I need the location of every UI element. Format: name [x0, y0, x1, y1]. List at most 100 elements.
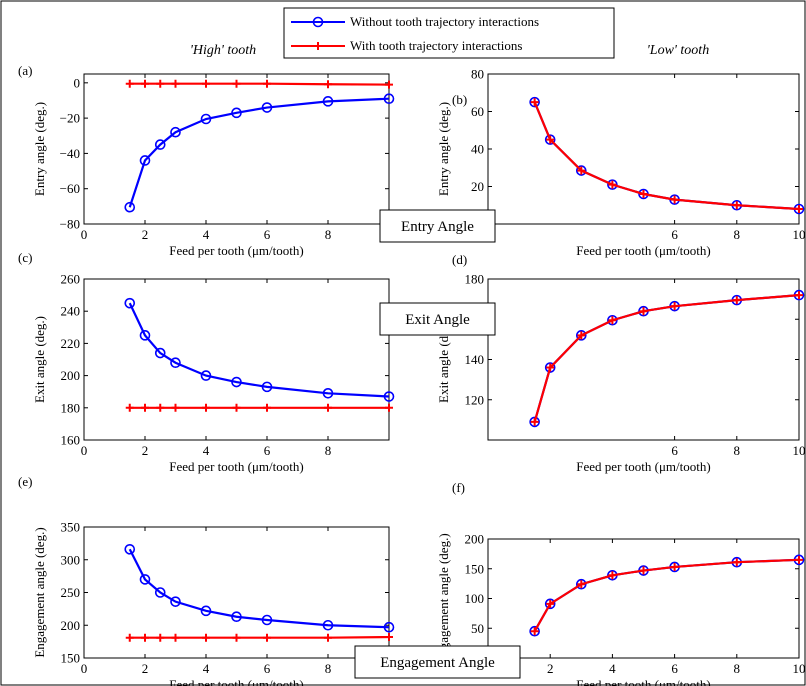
y-tick-label: 250 [61, 585, 81, 600]
x-tick-label: 6 [264, 227, 271, 242]
series-line-with [129, 635, 390, 639]
x-tick-label: 8 [734, 227, 741, 242]
point-with [141, 403, 149, 412]
point-without [170, 357, 181, 369]
point-with [125, 633, 134, 642]
section-label-entry-text: Entry Angle [401, 219, 474, 235]
point-with [577, 331, 586, 340]
y-tick-label: 60 [471, 104, 484, 119]
point-with [530, 417, 539, 426]
point-with [670, 195, 679, 204]
series-line-with [129, 82, 390, 86]
legend-label-without: Without tooth trajectory interactions [350, 14, 539, 29]
point-without [139, 155, 151, 166]
legend: Without tooth trajectory interactions Wi… [283, 7, 615, 59]
x-tick-label: 10 [793, 661, 806, 676]
y-tick-label: 140 [465, 352, 485, 367]
point-without [139, 574, 151, 585]
x-tick-label: 8 [734, 661, 741, 676]
point-with [171, 633, 180, 642]
point-with [141, 633, 149, 642]
x-tick-label: 10 [793, 443, 806, 458]
point-without [575, 330, 587, 341]
x-tick-label: 10 [793, 227, 806, 242]
point-without [124, 543, 136, 555]
point-without [231, 611, 242, 623]
point-without [154, 587, 166, 598]
point-with [546, 363, 555, 372]
panel-letter: (c) [18, 250, 32, 265]
y-axis-label: Engagement angle (deg.) [436, 533, 451, 663]
x-tick-label: 6 [264, 661, 271, 676]
point-with [263, 633, 271, 642]
series-line-with [533, 558, 800, 632]
y-tick-label: 100 [465, 591, 485, 606]
x-tick-label: 4 [203, 661, 210, 676]
point-with [670, 562, 679, 571]
point-with [530, 627, 539, 636]
point-with [608, 316, 617, 325]
point-with [202, 79, 210, 88]
x-tick-label: 2 [142, 443, 149, 458]
point-with [732, 296, 741, 305]
point-with [171, 79, 180, 88]
panel-letter: (b) [452, 92, 467, 107]
x-tick-label: 0 [81, 661, 88, 676]
x-tick-label: 4 [609, 661, 616, 676]
legend-label-with: With tooth trajectory interactions [350, 38, 522, 53]
point-without [607, 314, 618, 326]
x-tick-label: 8 [325, 443, 332, 458]
y-tick-label: 180 [61, 400, 81, 415]
y-tick-label: 150 [61, 651, 81, 666]
series-line-with [533, 101, 800, 211]
x-tick-label: 8 [325, 227, 332, 242]
y-tick-label: 260 [61, 272, 81, 287]
y-tick-label: 200 [61, 368, 81, 383]
point-without [231, 376, 242, 388]
legend-marker-without [312, 16, 324, 28]
point-without [200, 605, 212, 617]
plot-area [487, 538, 800, 659]
point-without [383, 93, 395, 105]
point-with [385, 633, 393, 642]
y-axis-label: Entry angle (deg.) [436, 102, 451, 196]
point-without [322, 96, 334, 107]
x-axis-label: Feed per tooth (μm/tooth) [169, 243, 303, 258]
y-axis-label: Entry angle (deg.) [32, 102, 47, 196]
x-tick-label: 6 [264, 443, 271, 458]
section-label-engagement: Engagement Angle [354, 645, 521, 679]
title-high-tooth: 'High' tooth [190, 43, 256, 58]
point-with [546, 599, 555, 608]
point-with [263, 403, 271, 412]
point-with [156, 633, 165, 642]
point-with [202, 633, 210, 642]
point-without [261, 381, 273, 393]
panels: 0 2 4 6 8 −80 −60 −40 −20 0 Feed per tooth (μm/too… [18, 63, 806, 686]
point-with [324, 403, 332, 412]
x-tick-label: 8 [734, 443, 741, 458]
point-with [639, 190, 648, 198]
point-with [608, 571, 617, 580]
point-without [124, 297, 136, 309]
plot-area [83, 73, 390, 225]
y-tick-label: 0 [74, 75, 81, 90]
point-without [200, 370, 212, 381]
point-with [324, 633, 332, 642]
point-without [154, 139, 166, 150]
y-tick-label: 40 [471, 142, 484, 157]
legend-marker-with [314, 42, 322, 50]
plot-area [487, 278, 800, 441]
point-with [141, 79, 149, 88]
series-line-with [533, 294, 800, 423]
y-tick-label: −40 [60, 146, 80, 161]
panel-letter: (d) [452, 252, 467, 267]
point-with [263, 79, 271, 88]
point-without [322, 388, 334, 399]
point-with [577, 166, 586, 175]
y-tick-label: 50 [471, 621, 484, 636]
point-with [546, 135, 555, 144]
point-without [544, 598, 556, 610]
point-without [575, 578, 587, 590]
point-with [324, 80, 332, 89]
